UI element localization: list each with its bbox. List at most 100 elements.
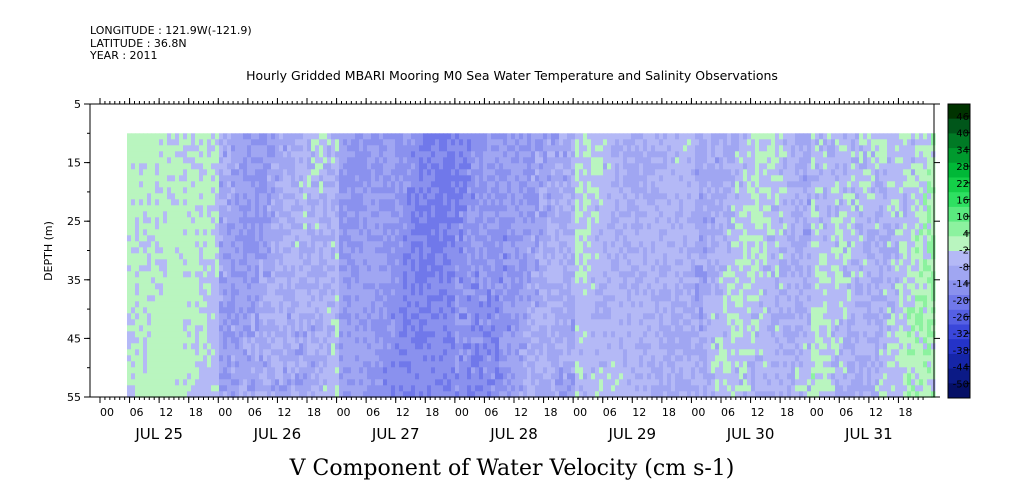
heatmap-cell — [567, 139, 572, 146]
heatmap-cell — [315, 349, 320, 356]
heatmap-cell — [311, 169, 316, 176]
heatmap-cell — [567, 253, 572, 260]
heatmap-cell — [415, 355, 420, 362]
heatmap-cell — [191, 307, 196, 314]
heatmap-cell — [275, 133, 280, 140]
heatmap-cell — [315, 157, 320, 164]
heatmap-cell — [507, 133, 512, 140]
heatmap-cell — [219, 295, 224, 302]
heatmap-cell — [227, 193, 232, 200]
latitude-label: LATITUDE : 36.8N — [90, 36, 187, 50]
heatmap-cell — [283, 319, 288, 326]
heatmap-cell — [527, 373, 532, 380]
heatmap-cell — [435, 157, 440, 164]
heatmap-cell — [499, 247, 504, 254]
heatmap-cell — [227, 175, 232, 182]
heatmap-cell — [419, 169, 424, 176]
heatmap-cell — [451, 337, 456, 344]
heatmap-cell — [567, 169, 572, 176]
heatmap-cell — [219, 361, 224, 368]
heatmap-cell — [303, 259, 308, 266]
heatmap-cell — [435, 301, 440, 308]
heatmap-cell — [195, 385, 200, 392]
heatmap-cell — [415, 361, 420, 368]
heatmap-cell — [191, 247, 196, 254]
heatmap-cell — [399, 277, 404, 284]
heatmap-cell — [291, 265, 296, 272]
heatmap-cell — [403, 265, 408, 272]
heatmap-cell — [203, 187, 208, 194]
heatmap-cell — [239, 151, 244, 158]
heatmap-cell — [411, 301, 416, 308]
heatmap-cell — [555, 385, 560, 392]
heatmap-cell — [315, 391, 320, 398]
heatmap-cell — [235, 343, 240, 350]
heatmap-cell — [547, 151, 552, 158]
heatmap-cell — [495, 391, 500, 398]
heatmap-cell — [227, 289, 232, 296]
heatmap-cell — [275, 181, 280, 188]
heatmap-cell — [527, 217, 532, 224]
heatmap-cell — [479, 277, 484, 284]
heatmap-cell — [255, 337, 260, 344]
heatmap-cell — [319, 367, 324, 374]
heatmap-cell — [575, 247, 580, 254]
heatmap-cell — [359, 151, 364, 158]
heatmap-cell — [287, 301, 292, 308]
heatmap-cell — [459, 355, 464, 362]
heatmap-cell — [547, 199, 552, 206]
heatmap-cell — [147, 337, 152, 344]
heatmap-cell — [483, 301, 488, 308]
heatmap-cell — [243, 289, 248, 296]
heatmap-cell — [575, 253, 580, 260]
heatmap-cell — [383, 379, 388, 386]
heatmap-cell — [247, 265, 252, 272]
heatmap-cell — [355, 139, 360, 146]
heatmap-cell — [351, 163, 356, 170]
heatmap-cell — [319, 343, 324, 350]
heatmap-cell — [291, 223, 296, 230]
heatmap-cell — [247, 205, 252, 212]
heatmap-cell — [571, 247, 576, 254]
heatmap-cell — [499, 373, 504, 380]
heatmap-cell — [355, 175, 360, 182]
heatmap-cell — [307, 241, 312, 248]
heatmap-cell — [267, 235, 272, 242]
heatmap-cell — [555, 145, 560, 152]
heatmap-cell — [223, 259, 228, 266]
heatmap-cell — [339, 283, 344, 290]
heatmap-cell — [515, 307, 520, 314]
heatmap-cell — [511, 163, 516, 170]
heatmap-cell — [223, 391, 228, 398]
heatmap-cell — [507, 349, 512, 356]
heatmap-cell — [279, 193, 284, 200]
heatmap-cell — [463, 253, 468, 260]
heatmap-cell — [263, 313, 268, 320]
heatmap-cell — [411, 319, 416, 326]
heatmap-cell — [227, 133, 232, 140]
heatmap-cell — [391, 133, 396, 140]
heatmap-cell — [531, 373, 536, 380]
heatmap-cell — [543, 355, 548, 362]
heatmap-cell — [459, 367, 464, 374]
heatmap-cell — [255, 145, 260, 152]
heatmap-cell — [151, 211, 156, 218]
heatmap-cell — [567, 145, 572, 152]
heatmap-cell — [563, 373, 568, 380]
heatmap-cell — [259, 253, 264, 260]
heatmap-cell — [523, 229, 528, 236]
heatmap-cell — [363, 223, 368, 230]
heatmap-cell — [163, 229, 168, 236]
heatmap-cell — [423, 229, 428, 236]
heatmap-cell — [223, 289, 228, 296]
heatmap-cell — [363, 175, 368, 182]
heatmap-cell — [503, 169, 508, 176]
heatmap-cell — [271, 223, 276, 230]
heatmap-cell — [191, 319, 196, 326]
heatmap-cell — [427, 355, 432, 362]
heatmap-cell — [443, 391, 448, 398]
heatmap-cell — [507, 277, 512, 284]
heatmap-cell — [563, 169, 568, 176]
heatmap-cell — [155, 349, 160, 356]
heatmap-cell — [551, 289, 556, 296]
